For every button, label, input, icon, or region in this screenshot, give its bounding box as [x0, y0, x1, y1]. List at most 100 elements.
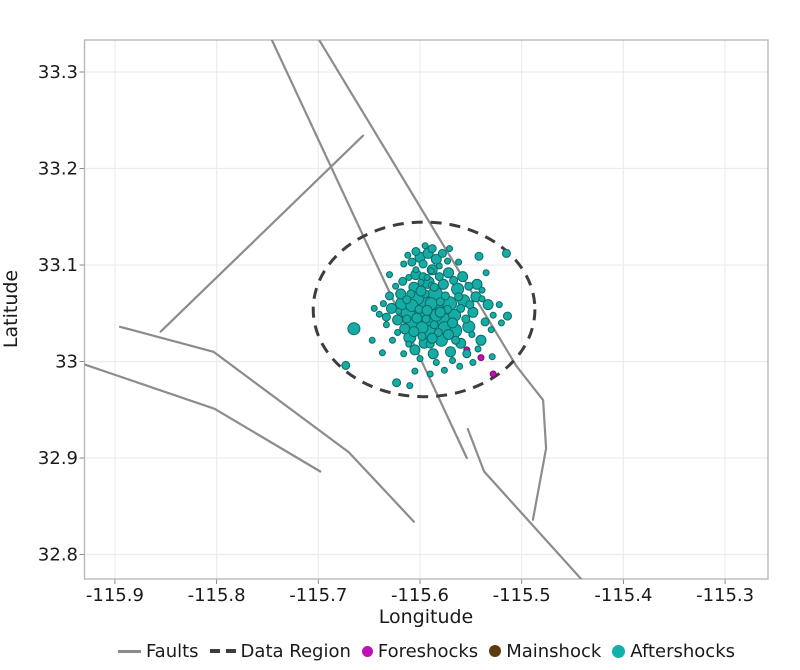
aftershock-point [434, 306, 446, 318]
y-tick-label: 32.9 [38, 448, 78, 469]
y-tick-label: 33 [55, 352, 78, 373]
aftershock-point [341, 360, 351, 370]
x-tick-label: -115.5 [493, 585, 551, 606]
aftershock-point [447, 317, 458, 329]
aftershock-point [446, 245, 453, 253]
aftershock-point [395, 307, 403, 315]
aftershock-point [427, 267, 435, 275]
aftershock-point [440, 291, 450, 301]
aftershock-point [405, 340, 413, 348]
aftershock-point [378, 349, 386, 357]
aftershock-point [370, 304, 378, 312]
aftershock-point [435, 297, 445, 307]
aftershock-point [417, 278, 425, 286]
legend-item-foreshocks: Foreshocks [361, 640, 479, 662]
aftershock-point [398, 276, 408, 286]
aftershock-point [440, 366, 448, 374]
aftershock-point [392, 282, 400, 290]
aftershock-point [411, 312, 423, 324]
aftershock-point [488, 353, 496, 361]
aftershock-point [412, 266, 420, 274]
aftershock-point [426, 332, 438, 344]
aftershock-point [415, 285, 427, 297]
mainshock-dot-swatch [489, 645, 502, 657]
aftershock-point [501, 248, 511, 258]
aftershock-point [480, 317, 490, 327]
aftershocks-series [341, 242, 512, 390]
aftershock-point [432, 359, 440, 366]
aftershock-point [375, 310, 383, 318]
fault-line [466, 427, 583, 579]
legend-item-mainshock: Mainshock [489, 641, 601, 662]
legend-label: Foreshocks [377, 640, 479, 662]
aftershock-point [418, 259, 428, 269]
aftershock-point [456, 303, 466, 313]
y-tick-label: 33.3 [38, 62, 78, 83]
aftershock-point [443, 329, 454, 340]
legend-item-data-region: Data Region [209, 641, 351, 662]
aftershock-point [427, 244, 437, 254]
aftershock-point [409, 344, 421, 356]
aftershock-point [392, 314, 404, 326]
x-axis-label: Longitude [379, 606, 474, 628]
aftershock-point [449, 357, 456, 364]
y-tick-label: 32.8 [38, 545, 78, 566]
faults-layer [84, 40, 583, 579]
aftershock-point [429, 320, 439, 330]
aftershock-point [404, 251, 412, 259]
y-tick-label: 33.1 [38, 255, 78, 276]
x-tick-label: -115.3 [696, 585, 754, 606]
aftershock-point [395, 288, 407, 300]
aftershock-point [433, 328, 443, 337]
map-plot: -115.9 -115.8 -115.7 -115.6 -115.5 -115.4 -115… [0, 39, 769, 628]
aftershock-point [435, 262, 443, 270]
aftershock-point [427, 348, 439, 360]
aftershock-point [443, 267, 454, 279]
aftershock-point [482, 269, 490, 277]
aftershock-point [434, 272, 444, 282]
legend-item-aftershocks: Aftershocks [612, 641, 735, 662]
aftershock-point [503, 311, 512, 321]
foreshock-point [477, 354, 485, 362]
aftershock-point [347, 322, 361, 336]
x-tick-label: -115.8 [188, 585, 246, 606]
aftershock-point [489, 311, 497, 319]
aftershock-point [487, 326, 495, 334]
y-axis-label: Latitude [0, 270, 22, 348]
aftershock-point [394, 329, 402, 336]
aftershock-point [416, 355, 424, 363]
aftershock-point [468, 331, 476, 338]
aftershock-point [400, 260, 408, 268]
aftershocks-dot-swatch [612, 644, 626, 658]
aftershock-point [382, 321, 390, 329]
aftershock-point [406, 382, 414, 390]
aftershock-point [407, 257, 417, 267]
aftershock-point [426, 370, 434, 378]
aftershock-point [449, 275, 459, 285]
aftershock-point [400, 350, 408, 358]
aftershock-point [405, 274, 413, 281]
aftershock-point [389, 336, 396, 344]
aftershock-point [469, 359, 477, 366]
aftershock-point [464, 281, 474, 291]
aftershock-point [457, 271, 469, 283]
x-tick-label: -115.6 [391, 585, 449, 606]
aftershock-point [386, 302, 397, 314]
aftershock-point [474, 345, 482, 353]
y-tick-label: 33.2 [38, 159, 78, 180]
aftershock-point [392, 378, 402, 388]
aftershock-point [421, 242, 429, 250]
aftershock-point [417, 331, 427, 341]
aftershock-point [421, 304, 433, 316]
aftershock-point [421, 314, 431, 324]
x-tick-label: -115.7 [289, 585, 347, 606]
aftershock-point [445, 346, 456, 358]
fault-line [159, 134, 365, 333]
aftershock-point [399, 323, 411, 335]
aftershock-point [456, 362, 464, 370]
aftershock-point [386, 271, 393, 279]
aftershock-point [475, 334, 487, 346]
aftershock-point [482, 299, 494, 311]
foreshock-point [489, 370, 497, 378]
